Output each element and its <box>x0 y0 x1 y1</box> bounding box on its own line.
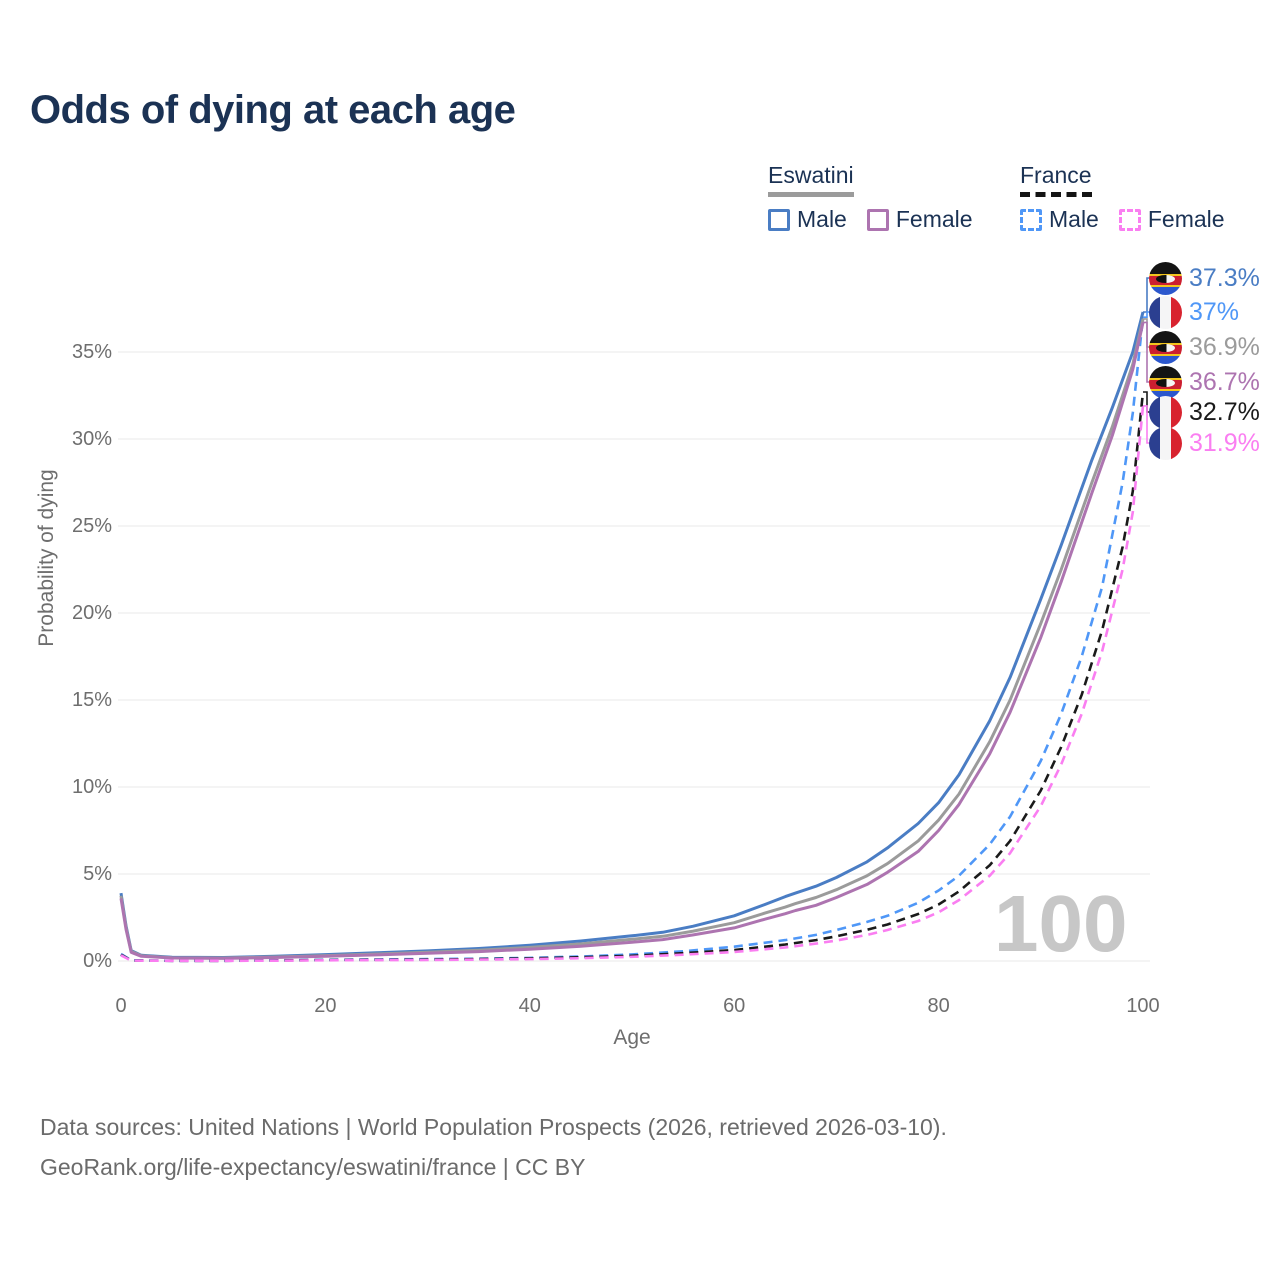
france-female-swatch-icon <box>1118 208 1141 231</box>
end-label-france-female: 31.9% <box>1149 426 1260 460</box>
legend-item-eswatini-female[interactable]: Female <box>866 206 973 233</box>
source-line-2: GeoRank.org/life-expectancy/eswatini/fra… <box>40 1154 586 1180</box>
source-text: Data sources: United Nations | World Pop… <box>40 1107 947 1187</box>
x-tick-label: 0 <box>115 995 127 1017</box>
end-label-eswatini-female: 36.7% <box>1149 365 1260 399</box>
series-line-france-total[interactable] <box>120 391 1145 963</box>
x-tick-label: 80 <box>927 995 950 1017</box>
legend-item-eswatini-female-label: Female <box>895 206 973 232</box>
end-label-france-male: 37% <box>1149 295 1239 329</box>
series-line-eswatini-female[interactable] <box>119 322 1145 960</box>
legend-item-france-female[interactable]: Female <box>1118 206 1225 233</box>
y-tick-label: 10% <box>71 776 112 798</box>
end-label-value: 37.3% <box>1189 263 1260 292</box>
series-line-eswatini-male[interactable] <box>119 311 1145 959</box>
end-label-value: 36.9% <box>1189 332 1260 361</box>
legend-group-eswatini-title: Eswatini <box>768 162 854 188</box>
end-label-value: 32.7% <box>1189 397 1260 426</box>
legend-item-france-male-label: Male <box>1049 206 1099 232</box>
end-label-value: 31.9% <box>1189 428 1260 457</box>
legend-item-france-female-label: Female <box>1147 206 1225 232</box>
eswatini-male-swatch-icon <box>768 208 790 231</box>
end-label-value: 36.7% <box>1189 367 1260 396</box>
eswatini-female-swatch-icon <box>866 208 889 231</box>
france-flag-icon <box>1149 295 1182 329</box>
legend-group-france-title: France <box>1020 162 1092 188</box>
eswatini-line-style-icon <box>768 192 854 197</box>
series-line-eswatini-total[interactable] <box>119 318 1145 960</box>
france-male-swatch-icon <box>1020 208 1042 231</box>
y-tick-label: 0% <box>83 950 112 972</box>
legend-group-eswatini: Eswatini Male Female <box>768 162 973 233</box>
y-tick-label: 35% <box>71 341 112 363</box>
x-tick-label: 100 <box>1126 995 1160 1017</box>
x-tick-label: 40 <box>518 995 541 1017</box>
y-tick-label: 30% <box>71 428 112 450</box>
eswatini-flag-icon <box>1149 365 1182 399</box>
legend-group-france: France Male Female <box>1020 162 1225 233</box>
series-line-france-male[interactable] <box>120 317 1145 963</box>
eswatini-flag-icon <box>1149 261 1182 295</box>
legend-item-france-male[interactable]: Male <box>1020 206 1099 233</box>
end-label-eswatini-male: 37.3% <box>1149 261 1260 295</box>
end-label-eswatini-total: 36.9% <box>1149 330 1260 364</box>
y-tick-label: 5% <box>83 863 112 885</box>
page-title: Odds of dying at each age <box>30 88 516 132</box>
france-flag-icon <box>1149 395 1182 429</box>
y-tick-label: 15% <box>71 689 112 711</box>
france-line-style-icon <box>1020 192 1092 197</box>
y-tick-label: 20% <box>71 602 112 624</box>
legend-item-eswatini-male[interactable]: Male <box>768 206 847 233</box>
watermark-age-label: 100 <box>994 879 1128 968</box>
x-tick-label: 20 <box>314 995 337 1017</box>
series-line-france-female[interactable] <box>120 405 1145 963</box>
source-line-1: Data sources: United Nations | World Pop… <box>40 1114 947 1140</box>
x-tick-label: 60 <box>723 995 746 1017</box>
legend-item-eswatini-male-label: Male <box>797 206 847 232</box>
eswatini-flag-icon <box>1149 330 1182 364</box>
x-axis-title: Age <box>613 1026 651 1049</box>
y-tick-label: 25% <box>71 515 112 537</box>
end-label-france-total: 32.7% <box>1149 395 1260 429</box>
france-flag-icon <box>1149 426 1182 460</box>
end-label-value: 37% <box>1189 297 1240 326</box>
